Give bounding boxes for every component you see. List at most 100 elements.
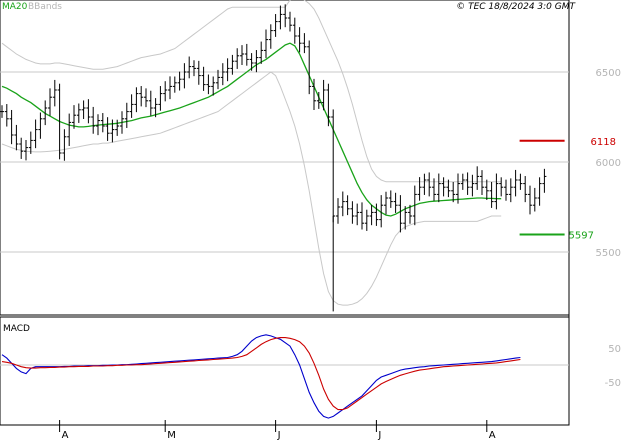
price-panel-frame xyxy=(0,0,570,316)
price-bar xyxy=(436,173,441,203)
price-bar xyxy=(163,81,168,102)
price-bar xyxy=(120,111,124,134)
price-bar xyxy=(264,29,268,59)
price-bar xyxy=(144,88,148,108)
price-bar xyxy=(417,177,422,201)
price-bar xyxy=(4,104,9,127)
price-bar xyxy=(110,119,115,143)
price-bar xyxy=(19,137,24,159)
price-bar xyxy=(460,173,465,190)
price-bar xyxy=(81,100,86,119)
price-bar xyxy=(230,54,235,75)
price-bar xyxy=(76,103,81,123)
price-bar xyxy=(57,83,62,160)
price-bar xyxy=(484,179,489,200)
upper-band-line xyxy=(1,0,502,183)
price-bar xyxy=(412,185,417,226)
price-bar xyxy=(134,87,139,113)
price-y-tick-label: 6500 xyxy=(596,68,621,79)
price-bar xyxy=(355,203,360,226)
price-bar xyxy=(0,105,4,118)
price-bar xyxy=(388,190,393,208)
price-bar xyxy=(307,40,312,95)
macd-y-tick-label: 50 xyxy=(608,344,621,355)
price-bar xyxy=(153,98,158,118)
price-bar xyxy=(403,206,408,230)
price-bar xyxy=(297,27,302,53)
price-bar xyxy=(14,124,19,151)
price-bar xyxy=(523,176,528,203)
price-bar xyxy=(321,79,326,111)
price-bar xyxy=(129,94,134,118)
price-bar xyxy=(480,170,484,195)
price-bar xyxy=(379,195,384,228)
price-bar xyxy=(33,119,38,149)
price-bar xyxy=(408,204,412,224)
price-bar xyxy=(172,76,177,93)
price-bar xyxy=(201,66,206,91)
macd-panel-title: MACD xyxy=(3,324,30,334)
bands-legend-label: BBands xyxy=(28,2,62,12)
price-bar xyxy=(220,63,225,86)
x-tick-label: J xyxy=(277,430,281,440)
price-y-tick-label: 6000 xyxy=(596,158,621,169)
price-bar xyxy=(364,209,369,231)
price-bar xyxy=(52,79,57,107)
price-bar xyxy=(148,90,153,116)
macd-y-tick-label: -50 xyxy=(605,378,621,389)
price-bar xyxy=(187,56,192,79)
price-bar xyxy=(177,71,182,91)
price-bar xyxy=(254,50,259,73)
price-y-tick-label: 5500 xyxy=(596,248,621,259)
price-bar xyxy=(225,58,230,82)
price-bar xyxy=(240,45,244,65)
price-bar xyxy=(528,185,532,215)
price-bar xyxy=(244,43,249,66)
price-bar xyxy=(446,179,451,198)
price-bar xyxy=(288,11,292,32)
price-bar xyxy=(62,129,67,161)
price-bar xyxy=(38,112,43,139)
support-level-label: 5597 xyxy=(569,231,594,242)
price-bar xyxy=(494,173,499,210)
price-bar xyxy=(211,76,216,96)
price-bar xyxy=(465,172,470,195)
resistance-level-label: 6118 xyxy=(591,137,616,148)
price-bar xyxy=(268,24,273,49)
price-bar xyxy=(316,91,321,109)
price-bar xyxy=(91,106,96,134)
price-bar xyxy=(475,166,480,190)
price-bar xyxy=(48,88,52,116)
price-bar xyxy=(24,140,28,161)
price-bar xyxy=(326,83,331,127)
price-bar xyxy=(283,4,288,28)
price-bar xyxy=(259,41,264,64)
price-bar xyxy=(504,179,508,201)
price-bar xyxy=(273,14,278,37)
price-bar xyxy=(292,17,297,44)
price-bar xyxy=(168,76,172,100)
price-bar xyxy=(369,204,374,226)
price-bar xyxy=(360,202,364,230)
lower-band-line xyxy=(1,71,502,306)
price-bar xyxy=(398,195,403,233)
price-bar xyxy=(345,195,350,216)
price-bar xyxy=(336,198,340,224)
price-bar xyxy=(43,100,48,126)
price-bar xyxy=(28,131,33,154)
price-bar xyxy=(115,119,120,136)
signal-line xyxy=(1,337,521,411)
x-tick-label: A xyxy=(489,430,496,440)
price-bar xyxy=(532,187,537,212)
price-bar xyxy=(100,113,105,133)
price-bar xyxy=(537,177,542,206)
macd-line xyxy=(1,334,521,419)
price-bar xyxy=(158,86,163,111)
price-bar xyxy=(302,33,307,54)
price-bar xyxy=(451,181,456,203)
x-tick-label: M xyxy=(167,430,176,440)
price-bars xyxy=(0,4,547,312)
price-bar xyxy=(441,177,446,197)
price-bar xyxy=(278,5,283,30)
